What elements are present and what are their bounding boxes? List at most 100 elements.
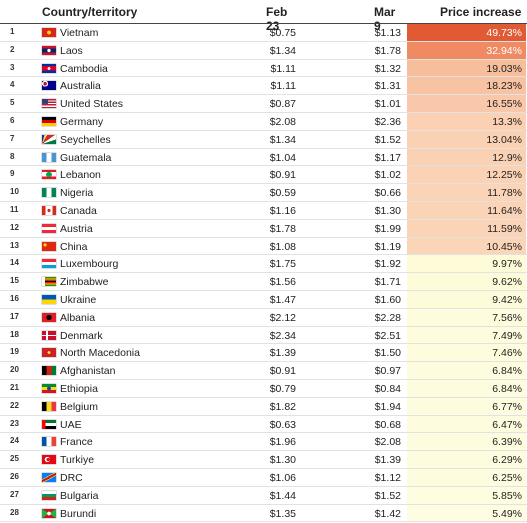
increase-value: 11.64% xyxy=(487,204,522,217)
mar-price: $1.02 xyxy=(374,169,401,182)
burundi-flag-icon xyxy=(42,508,56,518)
increase-cell: 6.29% xyxy=(407,451,526,469)
increase-value: 7.46% xyxy=(492,347,522,360)
increase-cell: 11.59% xyxy=(407,219,526,237)
rank-label: 17 xyxy=(10,311,19,321)
mar-price: $1.92 xyxy=(374,258,401,271)
increase-cell: 11.64% xyxy=(407,201,526,219)
mar-price: $1.32 xyxy=(374,62,401,75)
increase-value: 5.85% xyxy=(492,489,522,502)
increase-cell: 18.23% xyxy=(407,77,526,95)
country-name: Austria xyxy=(60,222,93,235)
table-row: 4 Australia $1.11 $1.31 18.23% xyxy=(0,77,527,95)
increase-value: 13.04% xyxy=(486,133,522,146)
table-row: 9 Lebanon $0.91 $1.02 12.25% xyxy=(0,166,527,184)
increase-value: 16.55% xyxy=(486,98,522,111)
ukraine-flag-icon xyxy=(42,294,56,304)
table-row: 12 Austria $1.78 $1.99 11.59% xyxy=(0,219,527,238)
increase-cell: 12.25% xyxy=(407,166,526,184)
increase-value: 18.23% xyxy=(486,80,522,93)
mar-price: $1.71 xyxy=(374,276,401,289)
increase-cell: 9.97% xyxy=(407,255,526,273)
increase-value: 6.29% xyxy=(492,454,522,467)
feb-price: $1.78 xyxy=(269,222,296,235)
feb-price: $1.44 xyxy=(269,489,296,502)
rank-label: 4 xyxy=(10,80,15,90)
increase-value: 11.59% xyxy=(487,222,522,235)
increase-cell: 9.62% xyxy=(407,273,526,291)
rank-label: 10 xyxy=(10,187,19,197)
country-name: DRC xyxy=(60,471,83,484)
table-row: 8 Guatemala $1.04 $1.17 12.9% xyxy=(0,148,527,167)
table-row: 13 China $1.08 $1.19 10.45% xyxy=(0,237,527,256)
increase-cell: 6.77% xyxy=(407,397,526,415)
rank-label: 21 xyxy=(10,382,19,392)
germany-flag-icon xyxy=(42,116,56,126)
increase-value: 6.47% xyxy=(492,418,522,431)
country-name: North Macedonia xyxy=(60,347,140,360)
mar-price: $1.94 xyxy=(374,400,401,413)
increase-value: 12.25% xyxy=(486,169,522,182)
table-row: 16 Ukraine $1.47 $1.60 9.42% xyxy=(0,290,527,309)
increase-value: 9.42% xyxy=(492,293,522,306)
country-name: Ukraine xyxy=(60,293,97,306)
mar-price: $2.36 xyxy=(374,115,401,128)
feb-price: $1.16 xyxy=(269,204,296,217)
feb-price: $0.91 xyxy=(269,169,296,182)
rank-label: 9 xyxy=(10,169,15,179)
rank-label: 6 xyxy=(10,115,15,125)
laos-flag-icon xyxy=(42,45,56,55)
increase-value: 9.62% xyxy=(492,276,522,289)
table-row: 19 North Macedonia $1.39 $1.50 7.46% xyxy=(0,344,527,362)
country-name: Germany xyxy=(60,115,104,128)
belgium-flag-icon xyxy=(42,401,56,411)
increase-cell: 16.55% xyxy=(407,95,526,113)
ethiopia-flag-icon xyxy=(42,383,56,393)
albania-flag-icon xyxy=(42,312,56,322)
feb-price: $1.11 xyxy=(270,80,297,93)
increase-cell: 11.78% xyxy=(407,184,526,202)
rank-label: 1 xyxy=(10,27,15,36)
increase-cell: 6.84% xyxy=(407,379,526,397)
feb-price: $1.08 xyxy=(269,240,296,253)
header-divider xyxy=(0,23,527,24)
mar-price: $2.51 xyxy=(374,329,401,342)
increase-value: 6.77% xyxy=(492,400,522,413)
usa-flag-icon xyxy=(42,99,56,109)
country-name: Cambodia xyxy=(60,62,108,75)
mar-price: $2.28 xyxy=(374,311,401,324)
rank-label: 20 xyxy=(10,365,19,375)
table-row: 21 Ethiopia $0.79 $0.84 6.84% xyxy=(0,379,527,398)
mar-price: $1.19 xyxy=(374,240,401,253)
increase-cell: 6.47% xyxy=(407,415,526,433)
feb-price: $1.96 xyxy=(269,436,296,449)
mar-price: $1.12 xyxy=(374,471,401,484)
increase-cell: 10.45% xyxy=(407,237,526,255)
increase-cell: 6.39% xyxy=(407,433,526,451)
increase-cell: 13.04% xyxy=(407,130,526,148)
increase-value: 9.97% xyxy=(492,258,522,271)
rank-label: 16 xyxy=(10,293,19,303)
country-name: Turkiye xyxy=(60,454,95,467)
table-row: 17 Albania $2.12 $2.28 7.56% xyxy=(0,308,527,327)
increase-value: 10.45% xyxy=(486,240,522,253)
feb-price: $0.63 xyxy=(269,418,296,431)
feb-price: $0.91 xyxy=(269,365,296,378)
feb-price: $0.59 xyxy=(269,187,296,200)
mar-price: $0.68 xyxy=(374,418,401,431)
feb-price: $2.34 xyxy=(269,329,296,342)
mar-price: $1.13 xyxy=(374,27,401,39)
rank-label: 8 xyxy=(10,151,15,161)
uae-flag-icon xyxy=(42,419,56,429)
country-name: Lebanon xyxy=(60,169,101,182)
zimbabwe-flag-icon xyxy=(42,277,56,287)
rank-label: 3 xyxy=(10,62,15,72)
increase-value: 6.25% xyxy=(492,471,522,484)
feb-price: $1.11 xyxy=(270,62,297,75)
increase-cell: 12.9% xyxy=(407,148,526,166)
turkiye-flag-icon xyxy=(42,455,56,465)
mar-price: $1.52 xyxy=(374,489,401,502)
australia-flag-icon xyxy=(42,81,56,91)
austria-flag-icon xyxy=(42,223,56,233)
